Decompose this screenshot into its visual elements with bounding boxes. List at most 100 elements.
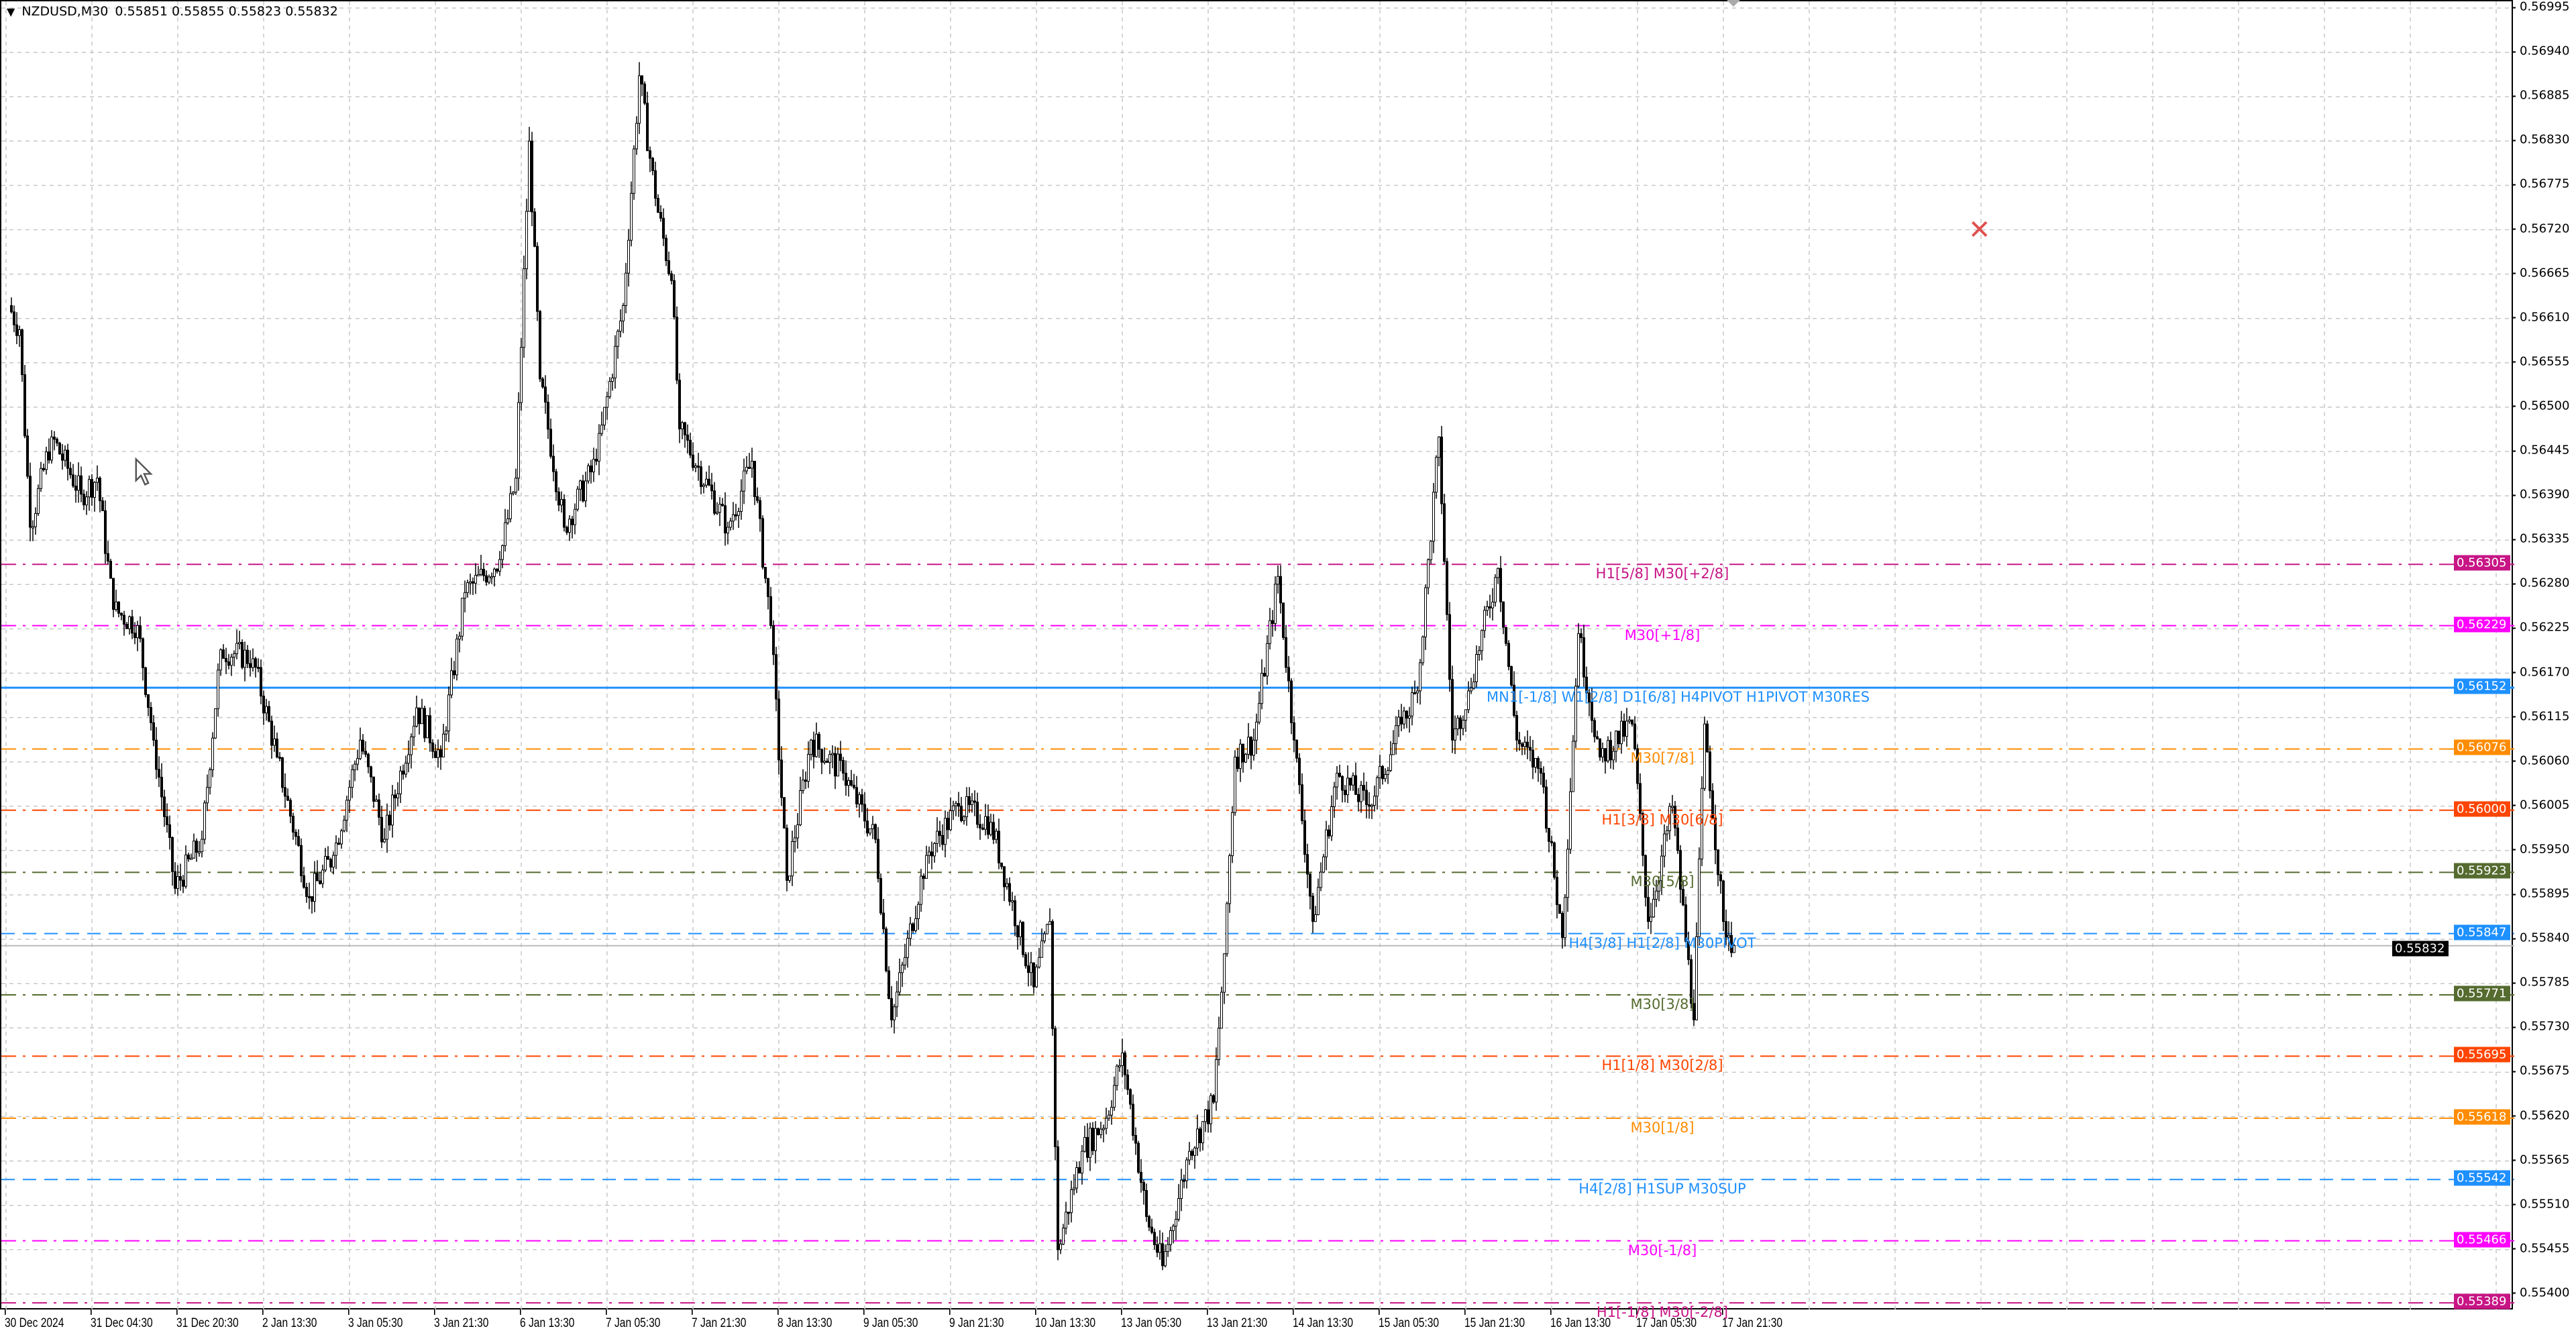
candle-body	[1451, 679, 1454, 741]
level-price-badge: 0.55771	[2454, 985, 2510, 1002]
candle-body	[1258, 703, 1260, 722]
candle-body	[155, 739, 158, 770]
candle-body	[930, 851, 933, 857]
candle-body	[85, 496, 88, 506]
candle-body	[1435, 457, 1438, 493]
candle-body	[1212, 1095, 1215, 1103]
candle-body	[225, 657, 227, 663]
chart-area[interactable]	[0, 0, 2514, 1311]
candle-body	[777, 698, 780, 761]
candle-body	[1362, 785, 1365, 791]
candle-body	[667, 260, 670, 274]
candle-body	[1322, 856, 1325, 873]
candle-body	[606, 396, 608, 408]
time-tick-label: 17 Jan 21:30	[1722, 1309, 1783, 1330]
candle-body	[1545, 786, 1548, 829]
candle-body	[1110, 1107, 1113, 1116]
candle-body	[866, 820, 869, 834]
candle-body	[1228, 855, 1231, 904]
candle-body	[442, 733, 445, 757]
candle-body	[367, 753, 370, 767]
candle-body	[324, 856, 327, 871]
candle-body	[700, 466, 702, 487]
candle-body	[1392, 743, 1395, 755]
candle-body	[1346, 778, 1349, 796]
candle-body	[214, 708, 217, 739]
candle-body	[1534, 757, 1537, 768]
candle-body	[337, 843, 340, 845]
candle-body	[1416, 690, 1419, 694]
candle-body	[517, 402, 520, 479]
candle-body	[920, 875, 922, 905]
candle-body	[1089, 1128, 1091, 1158]
candle-body	[431, 742, 434, 752]
candle-body	[828, 753, 831, 763]
candle-body	[1116, 1065, 1118, 1086]
level-label: M30[7/8]	[1630, 750, 1695, 767]
candle-body	[998, 831, 1000, 863]
candle-body	[1424, 587, 1427, 637]
candle-body	[748, 466, 751, 469]
candle-body	[1199, 1128, 1201, 1144]
candle-body	[1623, 720, 1625, 737]
candle-body	[396, 793, 399, 798]
candle-body	[375, 799, 378, 802]
triangle-down-icon[interactable]: ▼	[7, 5, 15, 18]
candle-body	[651, 158, 654, 171]
candle-body	[418, 707, 421, 725]
candle-body	[718, 504, 721, 513]
candle-body	[1491, 601, 1494, 608]
candle-body	[1070, 1189, 1073, 1214]
candle-body	[120, 612, 123, 616]
candle-body	[1582, 637, 1585, 678]
candle-body	[912, 923, 914, 931]
candle-body	[386, 814, 388, 840]
candle-body	[914, 918, 917, 931]
candle-body	[378, 799, 380, 818]
candle-body	[144, 667, 147, 695]
level-label: H1[-1/8] M30[-2/8]	[1596, 1304, 1729, 1321]
candle-body	[646, 103, 649, 152]
candle-body	[633, 148, 635, 194]
price-chart[interactable]	[1, 1, 2514, 1311]
chart-shift-marker-icon[interactable]	[1727, 0, 1740, 7]
candle-body	[649, 150, 651, 159]
candle-body	[804, 780, 807, 782]
candle-body	[69, 468, 72, 476]
candle-body	[453, 670, 455, 676]
candle-body	[1153, 1232, 1156, 1245]
time-axis[interactable]: 30 Dec 2024 31 Dec 04:30 31 Dec 20:30 2 Jan…	[0, 1309, 2513, 1339]
candle-body	[968, 796, 971, 805]
candle-body	[1636, 748, 1639, 784]
price-axis[interactable]: 0.56995 0.56940 0.56885 0.56830 0.56775 0.567…	[2511, 0, 2576, 1309]
level-label: M30[-1/8]	[1627, 1242, 1697, 1258]
candle-body	[756, 496, 759, 501]
candle-body	[1159, 1243, 1161, 1253]
candle-body	[1234, 756, 1236, 813]
price-tick-label: 0.56720	[2511, 221, 2570, 235]
candle-body	[552, 456, 555, 472]
candle-body	[187, 854, 190, 859]
price-tick-label: 0.55950	[2511, 842, 2570, 857]
candle-body	[590, 465, 592, 472]
level-price-badge: 0.55466	[2454, 1232, 2510, 1248]
candle-body	[426, 715, 429, 739]
candle-body	[638, 75, 641, 124]
candle-body	[595, 459, 598, 462]
candle-body	[874, 824, 877, 840]
level-label: M30[1/8]	[1630, 1119, 1695, 1136]
candle-body	[1006, 883, 1008, 888]
candle-body	[496, 568, 498, 572]
close-x-icon[interactable]: ✕	[1968, 215, 1991, 246]
candle-body	[681, 422, 684, 429]
candle-body	[345, 800, 348, 821]
time-tick-label: 16 Jan 13:30	[1550, 1309, 1611, 1330]
candle-body	[217, 670, 219, 709]
candle-body	[1078, 1167, 1081, 1174]
candle-body	[1727, 934, 1730, 938]
candle-body	[1548, 828, 1550, 842]
candle-body	[831, 753, 834, 755]
candle-body	[1580, 633, 1582, 638]
candle-body	[1717, 849, 1719, 875]
candle-body	[230, 657, 233, 666]
